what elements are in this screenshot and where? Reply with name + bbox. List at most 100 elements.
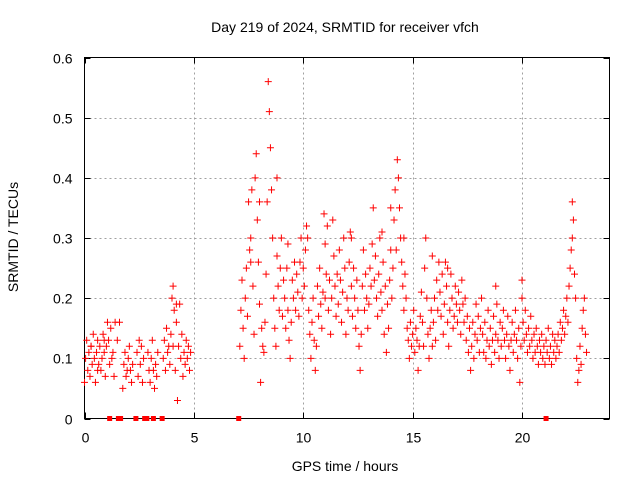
data-point <box>124 354 132 362</box>
data-point <box>256 300 263 308</box>
data-point <box>252 150 260 158</box>
data-point <box>413 336 421 344</box>
data-point <box>307 354 315 362</box>
data-point <box>515 324 523 332</box>
data-point <box>386 276 394 284</box>
data-point <box>389 264 397 272</box>
data-point <box>283 264 291 272</box>
data-point <box>501 336 508 344</box>
data-point <box>441 258 449 266</box>
data-point <box>177 354 185 362</box>
data-point <box>93 348 101 356</box>
data-point <box>287 318 295 326</box>
data-point <box>347 234 355 242</box>
data-point <box>400 234 408 242</box>
data-point <box>480 348 488 356</box>
data-point <box>347 282 355 290</box>
data-point <box>274 282 282 290</box>
data-point <box>379 258 387 266</box>
data-point <box>280 276 288 284</box>
data-point <box>525 324 533 332</box>
data-point <box>366 264 374 272</box>
data-point <box>394 174 402 182</box>
data-point <box>146 378 154 386</box>
data-point <box>321 294 329 302</box>
data-point <box>99 330 107 338</box>
baseline-flag <box>107 416 113 421</box>
data-point <box>445 342 453 350</box>
data-point <box>238 276 246 284</box>
baseline-flag <box>150 416 156 421</box>
data-point <box>266 144 274 152</box>
baseline-flag <box>118 416 124 421</box>
data-point <box>470 354 478 362</box>
data-point <box>251 174 259 182</box>
data-point <box>409 330 417 338</box>
data-point <box>520 336 528 344</box>
data-point <box>147 354 155 362</box>
data-point <box>355 342 363 350</box>
data-point <box>260 348 268 356</box>
data-point <box>517 342 525 350</box>
data-point <box>318 324 326 332</box>
data-point <box>497 342 505 350</box>
data-point <box>259 342 267 350</box>
data-point <box>444 264 452 272</box>
data-point <box>94 336 102 344</box>
data-point <box>485 342 493 350</box>
data-point <box>495 354 503 362</box>
data-point <box>433 276 441 284</box>
data-point <box>400 306 408 314</box>
data-point <box>388 294 396 302</box>
data-point <box>306 330 314 338</box>
data-point <box>399 282 407 290</box>
data-point <box>243 312 251 320</box>
data-point <box>161 366 169 374</box>
data-point <box>81 378 88 386</box>
data-point <box>341 264 349 272</box>
data-point <box>271 324 279 332</box>
data-point <box>391 186 399 194</box>
data-point <box>95 360 103 368</box>
data-point <box>369 204 377 212</box>
data-point <box>163 324 171 332</box>
y-tick-label: 0.3 <box>53 231 73 247</box>
data-point <box>464 348 472 356</box>
data-point <box>553 342 561 350</box>
data-point <box>424 330 432 338</box>
data-point <box>275 306 283 314</box>
data-point <box>296 258 304 266</box>
data-point <box>181 360 189 368</box>
data-point <box>126 366 134 374</box>
data-point <box>577 360 585 368</box>
data-point <box>521 306 529 314</box>
data-point <box>172 300 180 308</box>
data-point <box>374 312 382 320</box>
data-point <box>522 330 530 338</box>
data-point <box>493 300 501 308</box>
data-point <box>368 240 376 248</box>
data-point <box>383 300 391 308</box>
data-point <box>425 354 433 362</box>
data-point <box>428 342 436 350</box>
data-point <box>297 234 305 242</box>
data-point <box>278 312 286 320</box>
data-point <box>168 294 176 302</box>
data-point <box>170 306 178 314</box>
data-point <box>390 216 398 224</box>
data-point <box>468 342 476 350</box>
data-point <box>172 318 180 326</box>
data-point <box>408 342 416 350</box>
data-point <box>434 306 442 314</box>
data-point <box>461 294 469 302</box>
data-point <box>358 282 366 290</box>
data-point <box>285 336 293 344</box>
data-point <box>378 228 386 236</box>
data-point <box>116 318 123 326</box>
data-point <box>273 252 281 260</box>
data-point <box>322 270 330 278</box>
data-point <box>529 354 537 362</box>
data-point <box>304 234 312 242</box>
data-point <box>462 336 470 344</box>
data-point <box>270 294 278 302</box>
